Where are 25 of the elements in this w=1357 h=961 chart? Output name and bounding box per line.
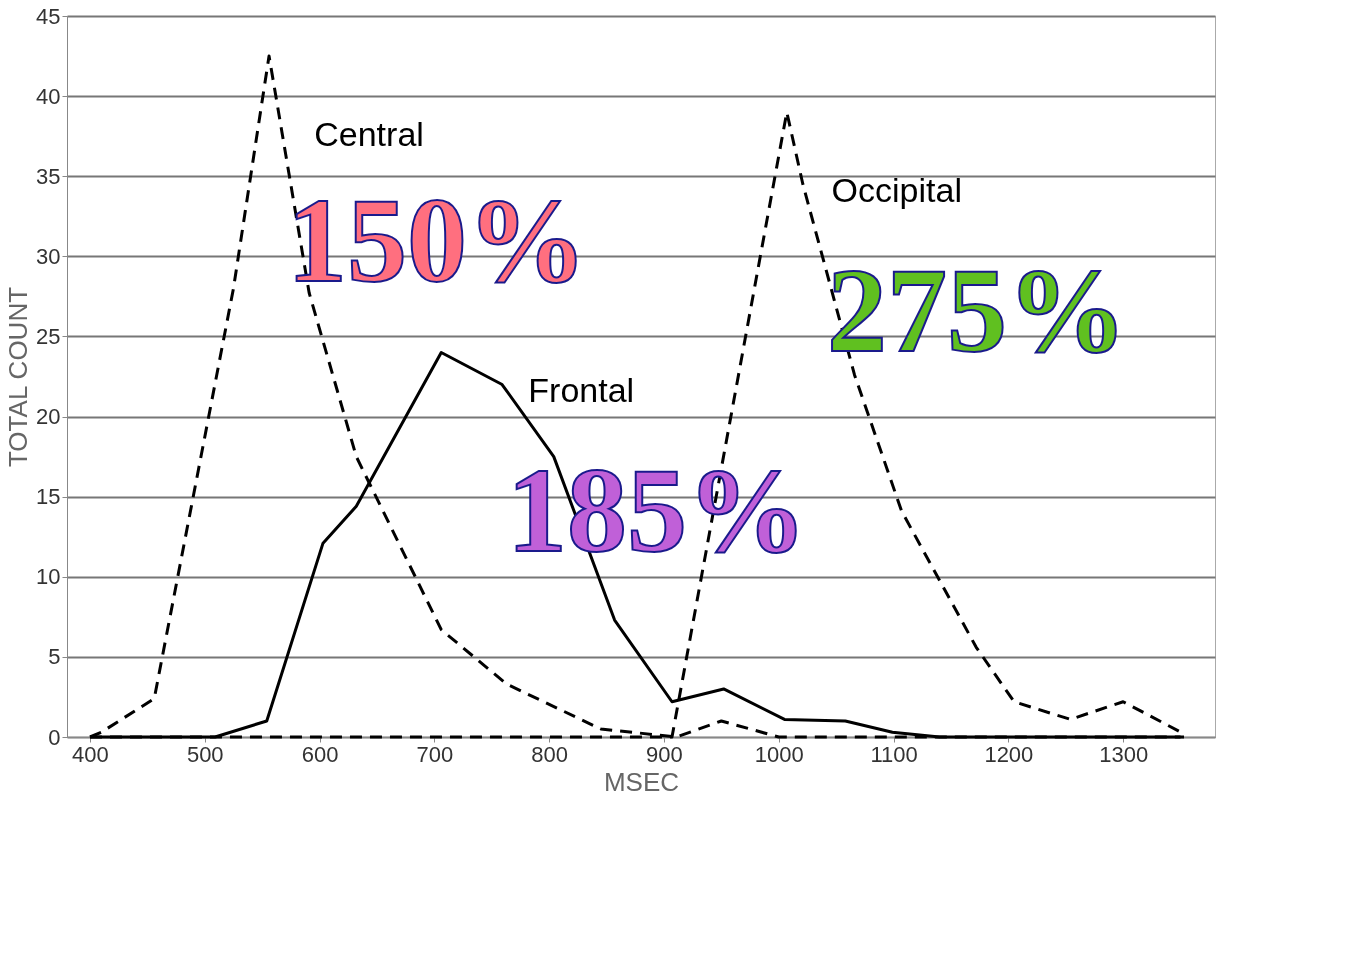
y-tick-label: 40 bbox=[36, 83, 61, 109]
x-axis-title: MSEC bbox=[603, 766, 680, 797]
x-tick-label: 500 bbox=[186, 741, 224, 767]
x-tick-label: 600 bbox=[301, 741, 339, 767]
y-tick-label: 15 bbox=[36, 484, 61, 510]
y-tick-label: 10 bbox=[36, 564, 61, 590]
y-tick-label: 30 bbox=[36, 243, 61, 269]
series-label: Frontal bbox=[528, 371, 635, 410]
x-tick-label: 900 bbox=[646, 741, 683, 767]
y-axis-title: TOTAL COUNT bbox=[3, 286, 34, 468]
x-tick-label: 1100 bbox=[870, 741, 918, 767]
series-label: Central bbox=[314, 115, 424, 154]
x-tick-label: 800 bbox=[531, 741, 569, 767]
x-tick-label: 1300 bbox=[1099, 741, 1149, 767]
series-label: Occipital bbox=[831, 171, 962, 210]
x-tick-label: 400 bbox=[72, 741, 109, 767]
x-tick-label: 1200 bbox=[984, 741, 1034, 767]
y-tick-label: 0 bbox=[48, 724, 61, 750]
y-tick-label: 20 bbox=[36, 404, 61, 430]
y-tick-label: 5 bbox=[48, 644, 61, 670]
y-tick-label: 25 bbox=[36, 323, 61, 349]
x-tick-label: 700 bbox=[416, 741, 454, 767]
y-tick-label: 35 bbox=[36, 163, 61, 189]
y-tick-label: 45 bbox=[36, 3, 61, 29]
x-tick-label: 1000 bbox=[754, 741, 804, 767]
